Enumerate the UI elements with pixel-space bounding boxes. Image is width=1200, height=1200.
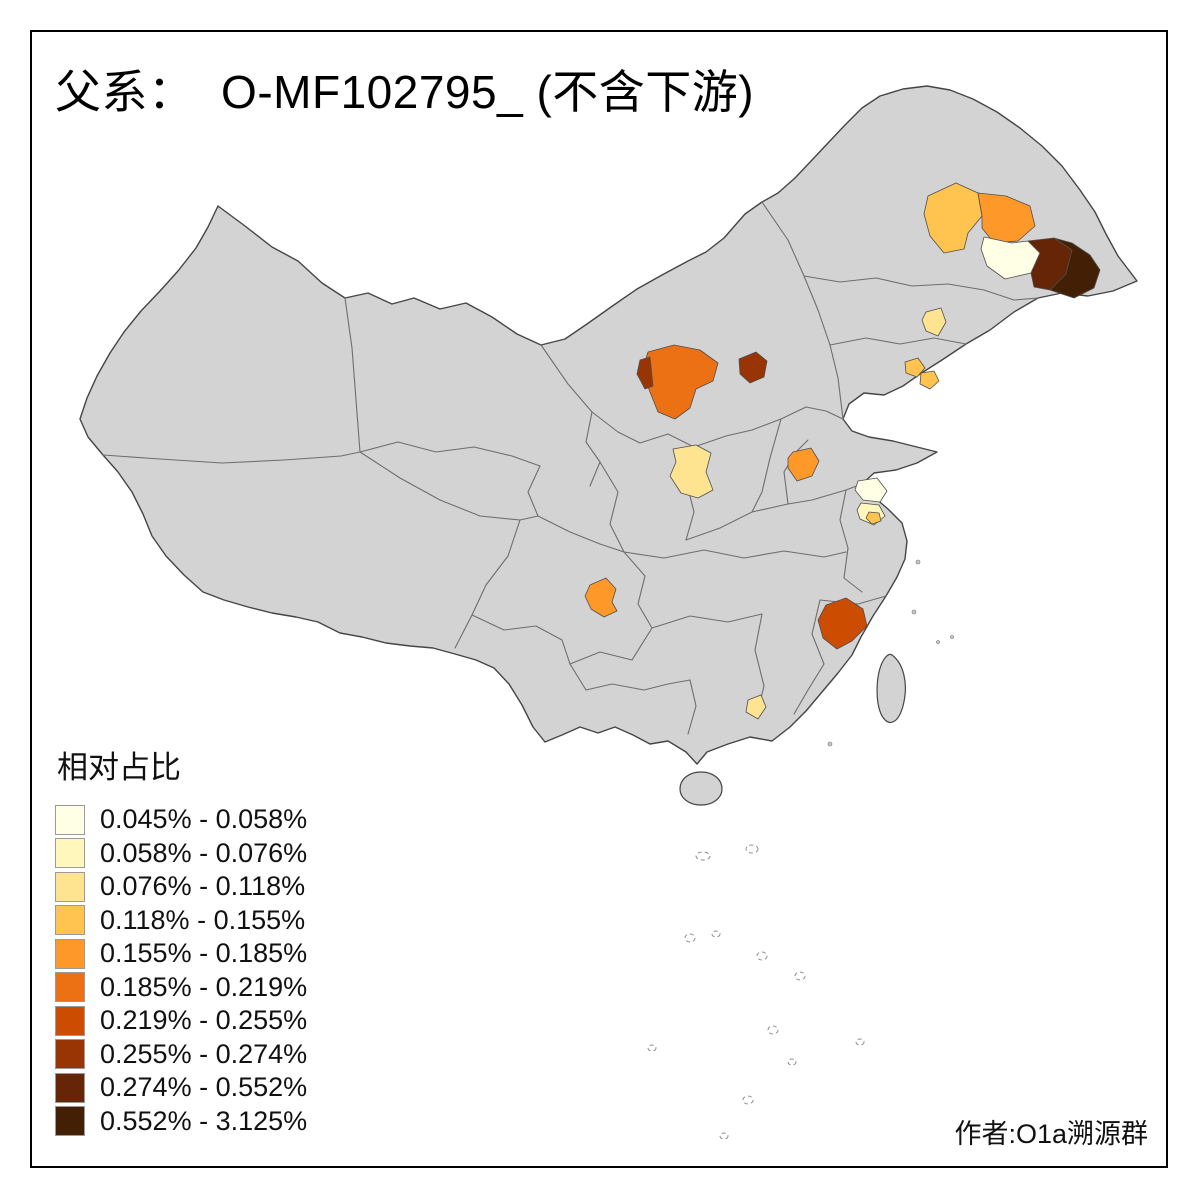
region-fujian-orange bbox=[817, 597, 868, 650]
region-shanxi-pale bbox=[669, 444, 714, 499]
hainan-island bbox=[679, 771, 723, 806]
region-northeast-mid-patch bbox=[977, 192, 1036, 244]
legend-item: 0.155% - 0.185% bbox=[55, 937, 307, 971]
legend-item: 0.076% - 0.118% bbox=[55, 870, 307, 904]
legend-label: 0.552% - 3.125% bbox=[100, 1105, 308, 1136]
legend: 相对占比 0.045% - 0.058% 0.058% - 0.076% 0.0… bbox=[55, 742, 307, 1138]
region-jilin-small-patch bbox=[921, 307, 947, 337]
region-inner-mongolia-west-sliver bbox=[636, 356, 654, 390]
small-coastal-islands bbox=[827, 559, 954, 747]
legend-label: 0.155% - 0.185% bbox=[100, 938, 308, 969]
legend-label: 0.255% - 0.274% bbox=[100, 1038, 308, 1069]
legend-label: 0.118% - 0.155% bbox=[100, 904, 306, 935]
legend-item: 0.552% - 3.125% bbox=[55, 1105, 307, 1139]
region-guangdong-pale bbox=[745, 694, 767, 720]
legend-label: 0.274% - 0.552% bbox=[100, 1072, 308, 1103]
legend-label: 0.185% - 0.219% bbox=[100, 971, 308, 1002]
legend-swatch bbox=[55, 804, 85, 835]
region-inner-mongolia-darkred bbox=[738, 351, 768, 384]
legend-item: 0.118% - 0.155% bbox=[55, 904, 307, 938]
legend-item: 0.219% - 0.255% bbox=[55, 1004, 307, 1038]
legend-swatch bbox=[55, 1039, 85, 1070]
legend-swatch bbox=[55, 972, 85, 1003]
legend-item: 0.274% - 0.552% bbox=[55, 1071, 307, 1105]
south-china-sea-islands bbox=[647, 844, 865, 1140]
region-jiangsu-amber-dot bbox=[865, 511, 882, 525]
legend-title: 相对占比 bbox=[57, 750, 181, 785]
legend-label: 0.076% - 0.118% bbox=[100, 871, 306, 902]
region-shandong-orange bbox=[787, 447, 820, 482]
legend-swatch bbox=[55, 1072, 85, 1103]
region-liaoning-coast-b bbox=[919, 370, 940, 390]
legend-item: 0.185% - 0.219% bbox=[55, 971, 307, 1005]
legend-label: 0.219% - 0.255% bbox=[100, 1005, 308, 1036]
legend-label: 0.058% - 0.076% bbox=[100, 837, 308, 868]
legend-swatch bbox=[55, 838, 85, 869]
legend-swatch bbox=[55, 938, 85, 969]
region-northeast-west-patch bbox=[923, 182, 983, 254]
legend-swatch bbox=[55, 1005, 85, 1036]
legend-item: 0.058% - 0.076% bbox=[55, 837, 307, 871]
region-inner-mongolia-orange bbox=[641, 344, 719, 420]
page-title: 父系： O-MF102795_ (不含下游) bbox=[55, 66, 755, 118]
legend-label: 0.045% - 0.058% bbox=[100, 804, 308, 835]
legend-item: 0.255% - 0.274% bbox=[55, 1038, 307, 1072]
region-sichuan-orange bbox=[584, 577, 618, 618]
legend-item: 0.045% - 0.058% bbox=[55, 803, 307, 837]
region-liaoning-coast-a bbox=[904, 357, 926, 378]
legend-swatch bbox=[55, 905, 85, 936]
legend-swatch bbox=[55, 871, 85, 902]
highlighted-regions bbox=[584, 182, 1101, 720]
region-jiangsu-cream bbox=[854, 477, 888, 503]
taiwan-island bbox=[876, 653, 906, 723]
attribution-text: 作者:O1a溯源群 bbox=[954, 1119, 1148, 1149]
legend-swatch bbox=[55, 1106, 85, 1137]
region-northeast-darkest bbox=[1049, 237, 1101, 299]
